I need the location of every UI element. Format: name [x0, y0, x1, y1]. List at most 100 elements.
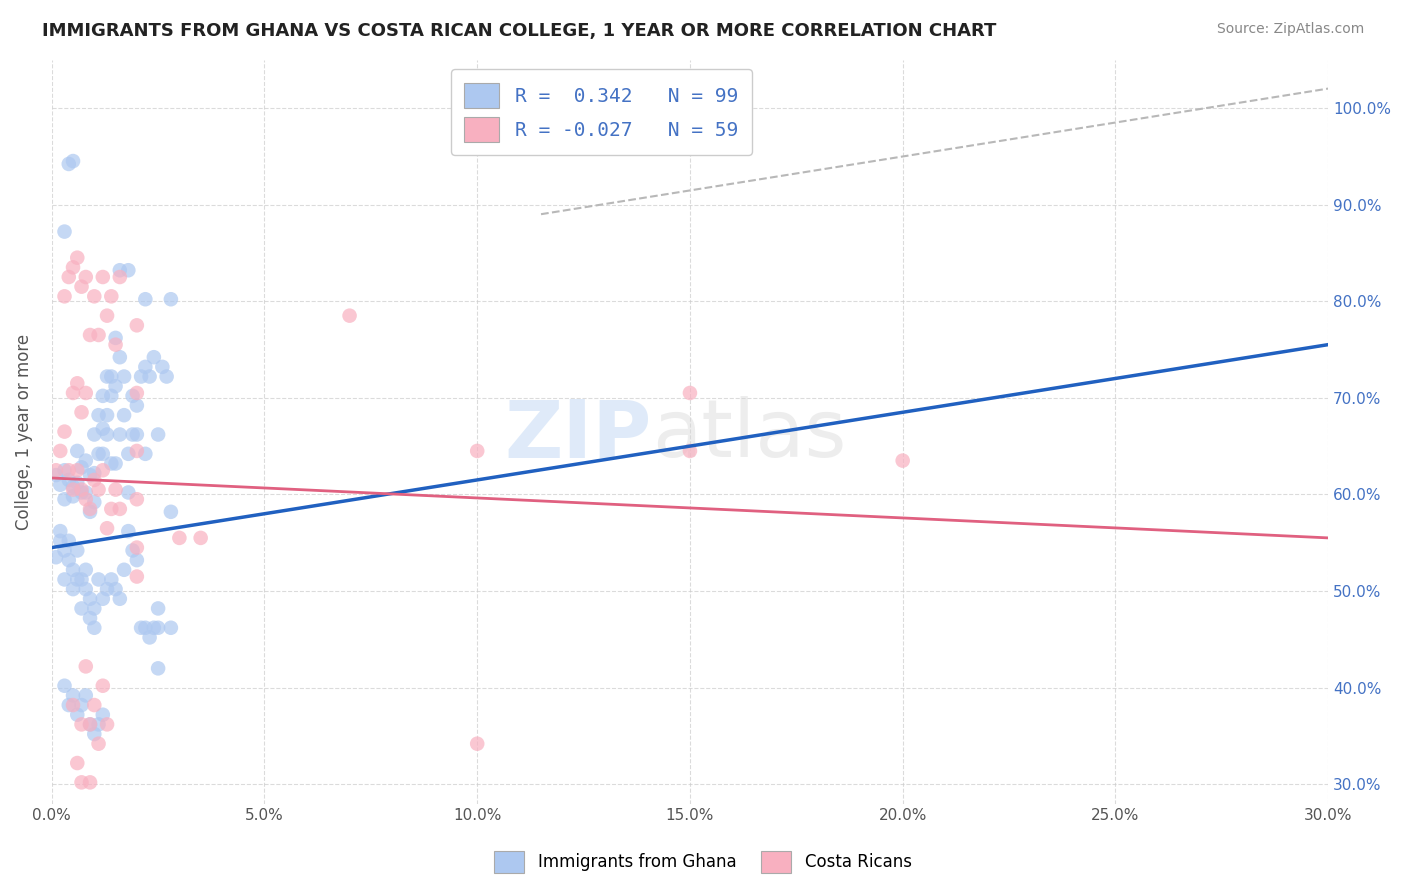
Point — [75, 386, 97, 401]
Point — [117, 263, 139, 277]
Point — [79, 502, 101, 516]
Point — [146, 601, 169, 615]
Point — [891, 453, 914, 467]
Point — [53, 289, 76, 303]
Point — [169, 531, 191, 545]
Point — [150, 359, 173, 374]
Point — [49, 524, 72, 538]
Point — [129, 369, 152, 384]
Y-axis label: College, 1 year or more: College, 1 year or more — [15, 334, 32, 530]
Point — [70, 485, 93, 500]
Point — [129, 621, 152, 635]
Point — [79, 468, 101, 483]
Point — [49, 444, 72, 458]
Point — [108, 591, 131, 606]
Point — [125, 541, 148, 555]
Point — [62, 582, 84, 596]
Point — [100, 289, 122, 303]
Point — [83, 698, 105, 712]
Point — [146, 427, 169, 442]
Point — [160, 621, 183, 635]
Point — [125, 386, 148, 401]
Point — [104, 457, 127, 471]
Point — [79, 717, 101, 731]
Point — [104, 379, 127, 393]
Point — [100, 369, 122, 384]
Point — [62, 480, 84, 494]
Point — [190, 531, 212, 545]
Point — [87, 328, 110, 343]
Point — [45, 463, 67, 477]
Text: IMMIGRANTS FROM GHANA VS COSTA RICAN COLLEGE, 1 YEAR OR MORE CORRELATION CHART: IMMIGRANTS FROM GHANA VS COSTA RICAN COL… — [42, 22, 997, 40]
Point — [96, 717, 118, 731]
Point — [62, 260, 84, 275]
Point — [134, 447, 156, 461]
Point — [87, 573, 110, 587]
Point — [156, 369, 179, 384]
Point — [134, 292, 156, 306]
Point — [96, 582, 118, 596]
Point — [70, 573, 93, 587]
Point — [58, 270, 80, 285]
Point — [45, 468, 67, 483]
Point — [100, 573, 122, 587]
Point — [66, 475, 89, 490]
Point — [125, 492, 148, 507]
Point — [83, 473, 105, 487]
Point — [117, 447, 139, 461]
Point — [146, 621, 169, 635]
Point — [53, 543, 76, 558]
Point — [75, 582, 97, 596]
Point — [108, 270, 131, 285]
Point — [79, 611, 101, 625]
Point — [75, 492, 97, 507]
Point — [53, 679, 76, 693]
Point — [125, 444, 148, 458]
Point — [87, 447, 110, 461]
Point — [66, 573, 89, 587]
Point — [121, 427, 143, 442]
Point — [70, 460, 93, 475]
Point — [121, 389, 143, 403]
Point — [91, 422, 114, 436]
Point — [91, 270, 114, 285]
Point — [108, 502, 131, 516]
Point — [112, 408, 135, 422]
Point — [104, 582, 127, 596]
Point — [62, 489, 84, 503]
Point — [70, 717, 93, 731]
Point — [96, 521, 118, 535]
Point — [108, 350, 131, 364]
Text: ZIP: ZIP — [505, 396, 651, 475]
Point — [79, 328, 101, 343]
Point — [142, 350, 165, 364]
Point — [112, 369, 135, 384]
Point — [62, 563, 84, 577]
Point — [66, 251, 89, 265]
Point — [100, 457, 122, 471]
Point — [104, 337, 127, 351]
Point — [83, 601, 105, 615]
Point — [125, 569, 148, 583]
Point — [125, 427, 148, 442]
Point — [465, 444, 488, 458]
Point — [125, 318, 148, 333]
Point — [75, 659, 97, 673]
Point — [75, 689, 97, 703]
Point — [138, 631, 160, 645]
Point — [679, 444, 702, 458]
Point — [53, 225, 76, 239]
Point — [108, 263, 131, 277]
Point — [91, 679, 114, 693]
Point — [66, 543, 89, 558]
Point — [75, 453, 97, 467]
Point — [49, 533, 72, 548]
Point — [75, 563, 97, 577]
Point — [138, 369, 160, 384]
Point — [70, 698, 93, 712]
Point — [112, 563, 135, 577]
Point — [679, 386, 702, 401]
Point — [66, 463, 89, 477]
Point — [339, 309, 361, 323]
Point — [142, 621, 165, 635]
